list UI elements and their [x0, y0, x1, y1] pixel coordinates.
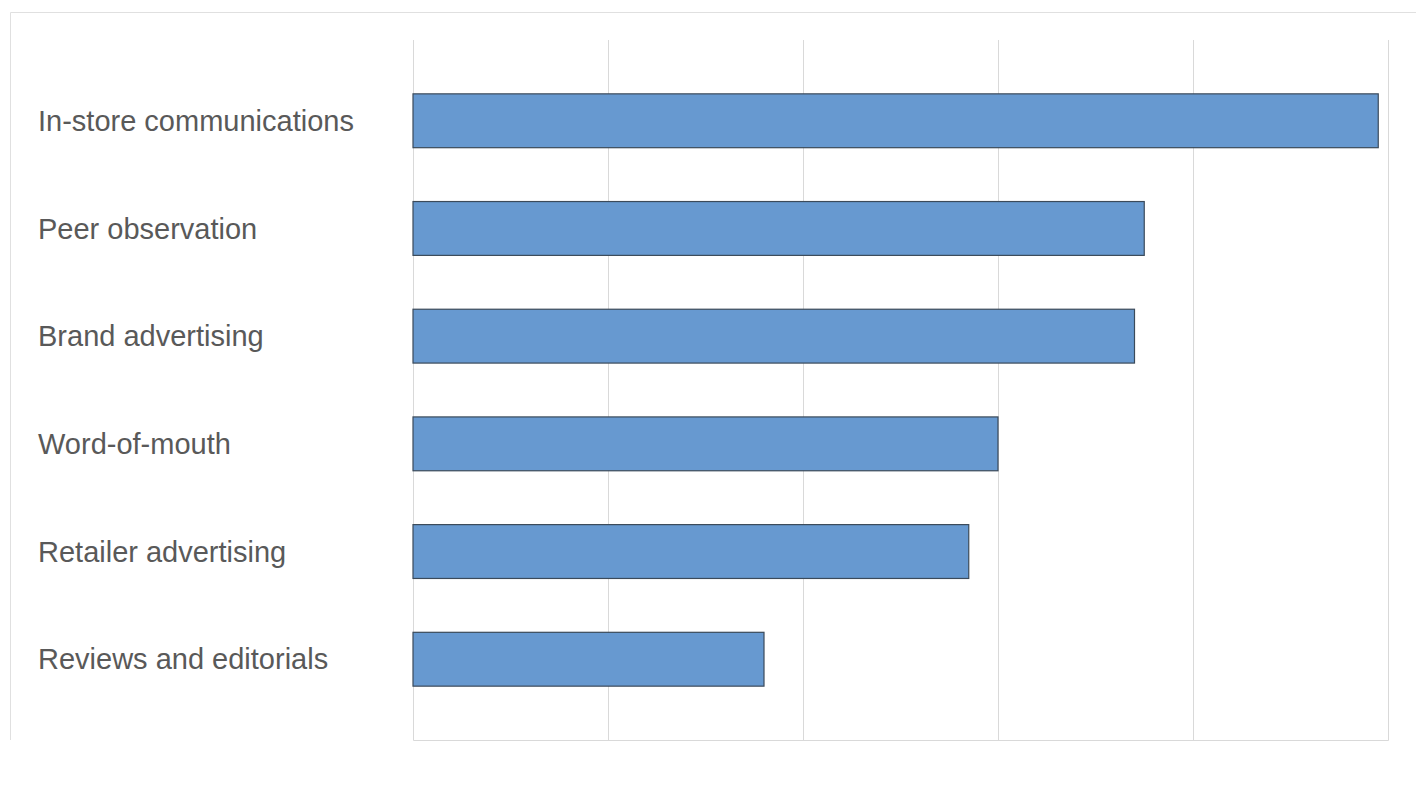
category-label: In-store communications: [38, 105, 354, 137]
bar: [413, 525, 969, 579]
y-axis-labels: In-store communications Peer observation B…: [38, 105, 354, 675]
category-label: Reviews and editorials: [38, 643, 328, 675]
x-axis: [414, 40, 1389, 741]
bars: [413, 94, 1378, 686]
category-label: Word-of-mouth: [38, 428, 231, 460]
grid-line: [1388, 40, 1389, 740]
chart-frame: [11, 13, 1417, 741]
bar: [413, 94, 1378, 148]
x-axis-line: [414, 40, 1389, 741]
tick: [1388, 40, 1389, 740]
bar: [413, 309, 1135, 363]
category-label: Peer observation: [38, 213, 257, 245]
chart: In-store communications Peer observation B…: [0, 0, 1426, 786]
bar: [413, 417, 998, 471]
category-label: Retailer advertising: [38, 536, 286, 568]
category-label: Brand advertising: [38, 320, 264, 352]
bar: [413, 202, 1144, 256]
bar: [413, 632, 764, 686]
plot: [413, 40, 1389, 741]
